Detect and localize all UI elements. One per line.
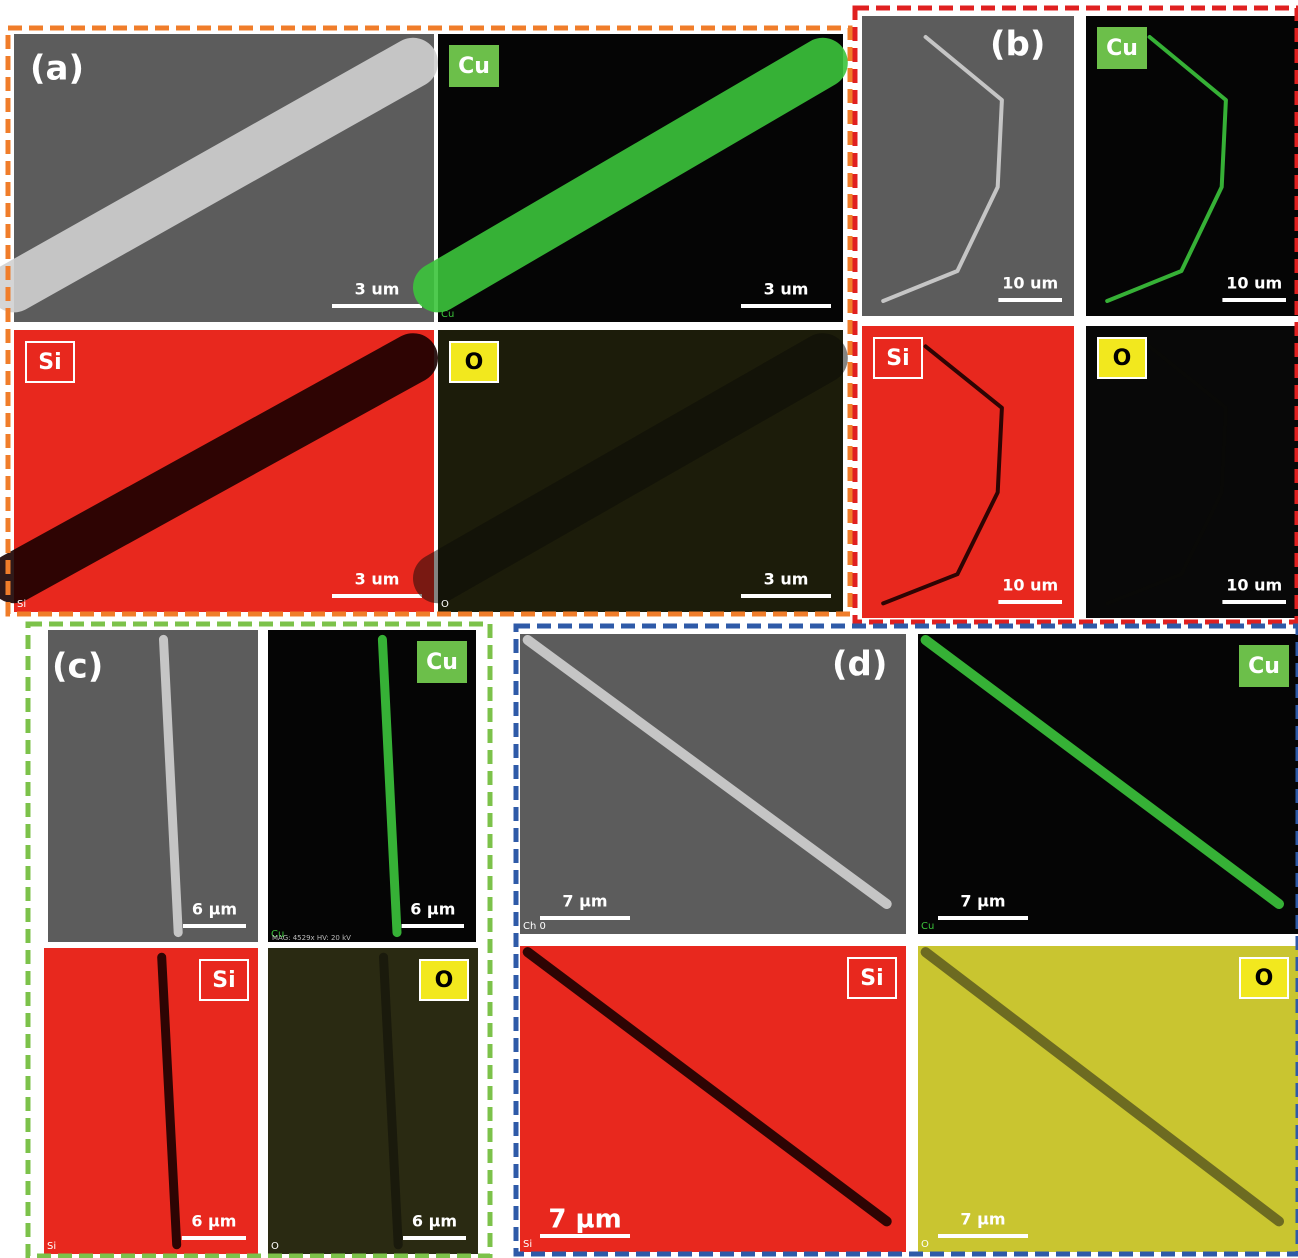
element-badge: [873, 337, 923, 379]
corner-tag: Si: [17, 599, 26, 610]
scale-label: 3 um: [355, 280, 400, 299]
element-badge: [1239, 957, 1289, 999]
scale-label: 6 µm: [412, 1212, 457, 1231]
element-label: O: [465, 350, 484, 375]
nanowire: [0, 37, 438, 313]
instrument-info: MAG: 4529x HV: 20 kV: [272, 934, 351, 942]
scale-label: 3 um: [764, 570, 809, 589]
element-badge: [417, 641, 467, 683]
panel-border: [5, 25, 853, 617]
scale-label: 7 µm: [562, 892, 607, 911]
corner-tag: Cu: [441, 309, 454, 320]
nanowire: [881, 35, 1004, 303]
panel-label: (c): [52, 647, 103, 687]
scale-label: 10 um: [1226, 274, 1282, 293]
nanowire: [881, 344, 1004, 606]
nanowire: [522, 947, 892, 1227]
element-label: Cu: [426, 650, 458, 675]
element-label: Cu: [1248, 654, 1280, 679]
corner-tag: Cu: [921, 921, 934, 932]
element-badge: [449, 341, 499, 383]
scale-label: 6 µm: [192, 900, 237, 919]
corner-tag: Si: [47, 1241, 56, 1252]
nanowire: [377, 634, 402, 938]
element-label: Si: [860, 966, 883, 991]
element-badge: [1097, 27, 1147, 69]
scale-label: 10 um: [1002, 274, 1058, 293]
nanowire: [413, 37, 848, 313]
scale-label: 6 µm: [410, 900, 455, 919]
nanowire: [1105, 344, 1228, 606]
nanowire: [159, 634, 183, 938]
nanowire: [920, 635, 1284, 909]
element-label: Si: [886, 346, 909, 371]
element-badge: [1097, 337, 1147, 379]
element-badge: [847, 957, 897, 999]
element-label: O: [1113, 346, 1132, 371]
nanowire: [1105, 35, 1228, 303]
element-label: O: [435, 968, 454, 993]
corner-tag: Ch 0: [523, 921, 546, 932]
element-label: Si: [38, 350, 61, 375]
corner-tag: O: [271, 1241, 279, 1252]
corner-tag: O: [441, 599, 449, 610]
nanowire: [522, 635, 892, 909]
nanowire: [413, 333, 848, 604]
panel-border: [25, 621, 493, 1258]
scale-label: 10 um: [1002, 576, 1058, 595]
micrograph: [862, 16, 1074, 316]
scale-label: 7 µm: [960, 1210, 1005, 1229]
corner-tag: Cu: [271, 929, 284, 940]
scale-label: 10 um: [1226, 576, 1282, 595]
element-badge: [449, 45, 499, 87]
element-label: Si: [212, 968, 235, 993]
element-badge: [419, 959, 469, 1001]
element-badge: [1239, 645, 1289, 687]
nanowire: [379, 952, 403, 1250]
corner-tag: Si: [523, 1239, 532, 1250]
scale-label: 3 um: [355, 570, 400, 589]
element-label: O: [1255, 966, 1274, 991]
scale-label: 7 µm: [960, 892, 1005, 911]
nanowire: [157, 952, 182, 1250]
panel-border: [513, 623, 1298, 1257]
scale-label: 7 µm: [548, 1205, 621, 1235]
scale-label: 6 µm: [191, 1212, 236, 1231]
panel-label: (a): [30, 49, 84, 89]
micrograph: [48, 630, 258, 942]
nanowire: [920, 947, 1284, 1227]
corner-tag: O: [921, 1239, 929, 1250]
panel-label: (b): [990, 25, 1045, 65]
element-label: Cu: [1106, 36, 1138, 61]
element-label: Cu: [458, 54, 490, 79]
panel-border: [852, 5, 1298, 625]
element-badge: [199, 959, 249, 1001]
nanowire: [0, 333, 438, 604]
panel-label: (d): [832, 645, 887, 685]
element-badge: [25, 341, 75, 383]
scale-label: 3 um: [764, 280, 809, 299]
